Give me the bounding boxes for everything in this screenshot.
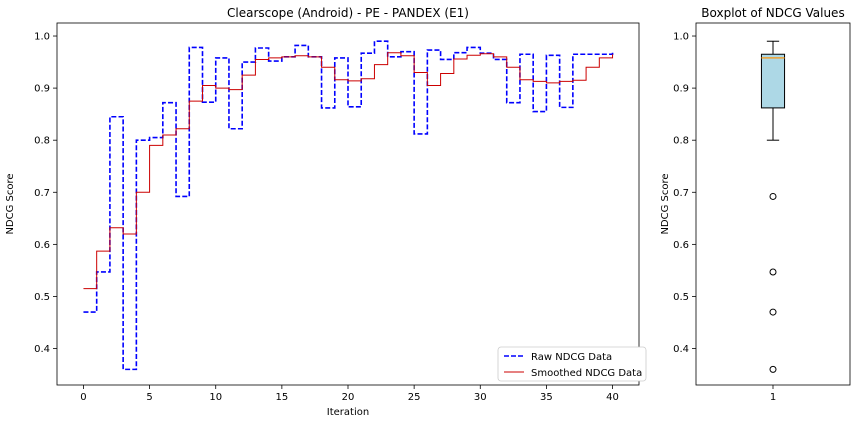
x-tick-label: 25 xyxy=(408,392,421,403)
boxplot-y-tick-label: 0.7 xyxy=(673,188,689,199)
y-tick-label: 0.8 xyxy=(34,136,50,147)
outlier-point xyxy=(769,268,777,276)
x-tick-label: 20 xyxy=(342,392,355,403)
x-tick-label: 40 xyxy=(606,392,619,403)
y-axis-label: NDCG Score xyxy=(5,173,16,234)
y-tick-label: 0.7 xyxy=(34,188,50,199)
x-tick-label: 15 xyxy=(275,392,288,403)
x-tick-label: 30 xyxy=(474,392,487,403)
boxplot-y-tick-label: 0.4 xyxy=(673,344,689,355)
legend-box xyxy=(497,346,647,382)
boxplot-y-tick-label: 0.9 xyxy=(673,84,689,95)
ndcg-boxplot-chart: Boxplot of NDCG Values 1 0.4 0.5 0.6 0.7 0.8… xyxy=(660,6,851,403)
outlier-point xyxy=(769,308,777,316)
legend: Raw NDCG Data Smoothed NDCG Data xyxy=(497,346,647,382)
chart-title: Clearscope (Android) - PE - PANDEX (E1) xyxy=(227,6,469,20)
boxplot-y-axis-label: NDCG Score xyxy=(660,173,671,234)
x-tick-label: 10 xyxy=(209,392,222,403)
y-tick-label: 1.0 xyxy=(34,32,50,43)
y-tick-label: 0.4 xyxy=(34,344,50,355)
raw-ndcg-line xyxy=(83,40,614,371)
x-tick-label: 0 xyxy=(80,392,86,403)
y-tick-label: 0.9 xyxy=(34,84,50,95)
outlier-point xyxy=(769,365,777,373)
legend-raw-label: Raw NDCG Data xyxy=(531,352,612,363)
boxplot-y-tick-label: 0.8 xyxy=(673,136,689,147)
x-tick-label: 5 xyxy=(146,392,152,403)
boxplot-y-tick-label: 1.0 xyxy=(673,32,689,43)
y-tick-label: 0.5 xyxy=(34,292,50,303)
legend-smoothed-label: Smoothed NDCG Data xyxy=(531,368,642,379)
boxplot-y-tick-label: 0.6 xyxy=(673,240,689,251)
ndcg-line-chart: Clearscope (Android) - PE - PANDEX (E1) … xyxy=(5,6,647,418)
boxplot-x-tick-label: 1 xyxy=(770,392,776,403)
boxplot-y-tick-label: 0.5 xyxy=(673,292,689,303)
boxplot-title: Boxplot of NDCG Values xyxy=(701,6,844,20)
x-axis-label: Iteration xyxy=(327,407,369,418)
plot-frame xyxy=(56,22,640,386)
iqr-box xyxy=(760,53,786,109)
y-tick-label: 0.6 xyxy=(34,240,50,251)
x-tick-label: 35 xyxy=(540,392,553,403)
smoothed-ndcg-line xyxy=(83,52,614,290)
outlier-point xyxy=(769,192,777,200)
